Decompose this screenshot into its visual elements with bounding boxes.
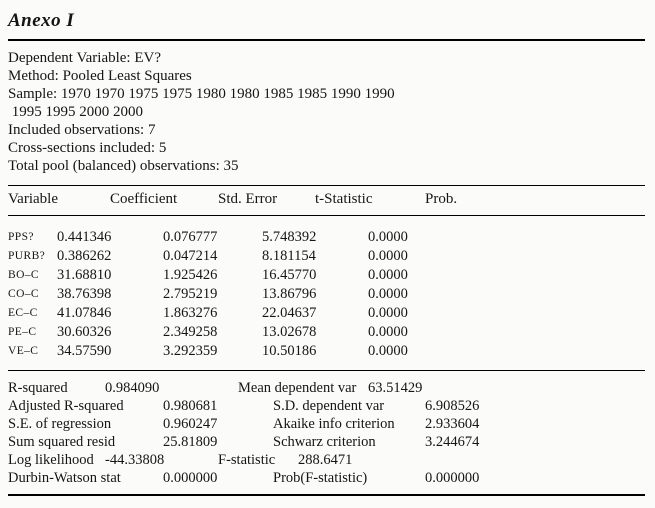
total-pool-observations-line: Total pool (balanced) observations: 35 (8, 158, 239, 174)
summary-value-left: 0.960247 (163, 416, 218, 432)
summary-label-right: F-statistic (218, 452, 276, 468)
col-header-prob: Prob. (425, 191, 458, 207)
summary-value-right: 2.933604 (425, 416, 480, 432)
prob-cell: 0.0000 (368, 248, 408, 264)
std-error-cell: 0.076777 (163, 229, 218, 245)
summary-value-left: 25.81809 (163, 434, 218, 450)
summary-label-left: R-squared (8, 380, 68, 396)
summary-value-left: 0.000000 (163, 470, 218, 486)
table-row: PURB? 0.386262 0.047214 8.181154 0.0000 (8, 247, 645, 266)
summary-label-right: Akaike info criterion (273, 416, 395, 432)
summary-value-left: -44.33808 (105, 452, 165, 468)
t-statistic-cell: 22.04637 (262, 305, 317, 321)
summary-row: Adjusted R-squared 0.980681 S.D. depende… (8, 397, 645, 415)
coefficient-cell: 34.57590 (57, 343, 112, 359)
variable-cell: PE–C (8, 326, 37, 338)
summary-label-left: Durbin-Watson stat (8, 470, 121, 486)
t-statistic-cell: 10.50186 (262, 343, 317, 359)
std-error-cell: 2.795219 (163, 286, 218, 302)
dependent-variable-line: Dependent Variable: EV? (8, 50, 161, 66)
table-row: PE–C 30.60326 2.349258 13.02678 0.0000 (8, 323, 645, 342)
t-statistic-cell: 5.748392 (262, 229, 317, 245)
variable-cell: PURB? (8, 250, 46, 262)
t-statistic-cell: 16.45770 (262, 267, 317, 283)
title-rule (8, 39, 645, 41)
col-header-std-error: Std. Error (218, 191, 278, 207)
summary-label-left: S.E. of regression (8, 416, 112, 432)
std-error-cell: 1.925426 (163, 267, 218, 283)
table-row: CO–C 38.76398 2.795219 13.86796 0.0000 (8, 285, 645, 304)
summary-value-right: 6.908526 (425, 398, 480, 414)
col-header-t-statistic: t-Statistic (315, 191, 373, 207)
coefficient-cell: 0.441346 (57, 229, 112, 245)
std-error-cell: 1.863276 (163, 305, 218, 321)
cross-sections-line: Cross-sections included: 5 (8, 140, 167, 156)
summary-row: Sum squared resid 25.81809 Schwarz crite… (8, 433, 645, 451)
col-header-variable: Variable (8, 191, 58, 207)
coefficient-cell: 38.76398 (57, 286, 112, 302)
std-error-cell: 0.047214 (163, 248, 218, 264)
summary-label-left: Sum squared resid (8, 434, 116, 450)
summary-label-right: Schwarz criterion (273, 434, 376, 450)
coefficients-table-body: PPS? 0.441346 0.076777 5.748392 0.0000 P… (8, 228, 645, 361)
std-error-cell: 2.349258 (163, 324, 218, 340)
prob-cell: 0.0000 (368, 324, 408, 340)
summary-label-right: S.D. dependent var (273, 398, 385, 414)
prob-cell: 0.0000 (368, 229, 408, 245)
col-header-coefficient: Coefficient (110, 191, 178, 207)
sample-line: Sample: 1970 1970 1975 1975 1980 1980 19… (8, 86, 395, 102)
coefficient-cell: 31.68810 (57, 267, 112, 283)
method-line: Method: Pooled Least Squares (8, 68, 192, 84)
variable-cell: EC–C (8, 307, 38, 319)
table-header-row: Variable Coefficient Std. Error t-Statis… (8, 186, 645, 215)
summary-top-rule (8, 370, 645, 371)
coefficient-cell: 30.60326 (57, 324, 112, 340)
variable-cell: PPS? (8, 231, 34, 243)
table-row: EC–C 41.07846 1.863276 22.04637 0.0000 (8, 304, 645, 323)
summary-row: R-squared 0.984090 Mean dependent var 63… (8, 379, 645, 397)
coefficient-cell: 41.07846 (57, 305, 112, 321)
summary-row: Durbin-Watson stat 0.000000 Prob(F-stati… (8, 469, 645, 487)
prob-cell: 0.0000 (368, 343, 408, 359)
prob-cell: 0.0000 (368, 267, 408, 283)
std-error-cell: 3.292359 (163, 343, 218, 359)
summary-value-right: 288.6471 (298, 452, 353, 468)
summary-row: S.E. of regression 0.960247 Akaike info … (8, 415, 645, 433)
variable-cell: VE–C (8, 345, 39, 357)
summary-value-left: 0.984090 (105, 380, 160, 396)
table-row: BO–C 31.68810 1.925426 16.45770 0.0000 (8, 266, 645, 285)
summary-value-right: 0.000000 (425, 470, 480, 486)
summary-value-right: 63.51429 (368, 380, 423, 396)
page-title: Anexo I (8, 10, 75, 31)
regression-info-block: Dependent Variable: EV? Method: Pooled L… (8, 49, 645, 175)
header-top-rule (8, 185, 645, 186)
summary-label-right: Prob(F-statistic) (273, 470, 368, 486)
summary-label-left: Log likelihood (8, 452, 94, 468)
t-statistic-cell: 13.02678 (262, 324, 317, 340)
table-row: VE–C 34.57590 3.292359 10.50186 0.0000 (8, 342, 645, 361)
bottom-rule (8, 494, 645, 496)
variable-cell: CO–C (8, 288, 39, 300)
prob-cell: 0.0000 (368, 305, 408, 321)
summary-value-right: 3.244674 (425, 434, 480, 450)
summary-statistics-block: R-squared 0.984090 Mean dependent var 63… (8, 379, 645, 487)
table-row: PPS? 0.441346 0.076777 5.748392 0.0000 (8, 228, 645, 247)
coefficient-cell: 0.386262 (57, 248, 112, 264)
prob-cell: 0.0000 (368, 286, 408, 302)
summary-value-left: 0.980681 (163, 398, 218, 414)
sample-line-continued: 1995 1995 2000 2000 (8, 104, 143, 120)
included-observations-line: Included observations: 7 (8, 122, 156, 138)
variable-cell: BO–C (8, 269, 39, 281)
summary-label-left: Adjusted R-squared (8, 398, 124, 414)
summary-label-right: Mean dependent var (238, 380, 357, 396)
header-bottom-rule (8, 215, 645, 216)
summary-row: Log likelihood -44.33808 F-statistic 288… (8, 451, 645, 469)
t-statistic-cell: 13.86796 (262, 286, 317, 302)
t-statistic-cell: 8.181154 (262, 248, 316, 264)
